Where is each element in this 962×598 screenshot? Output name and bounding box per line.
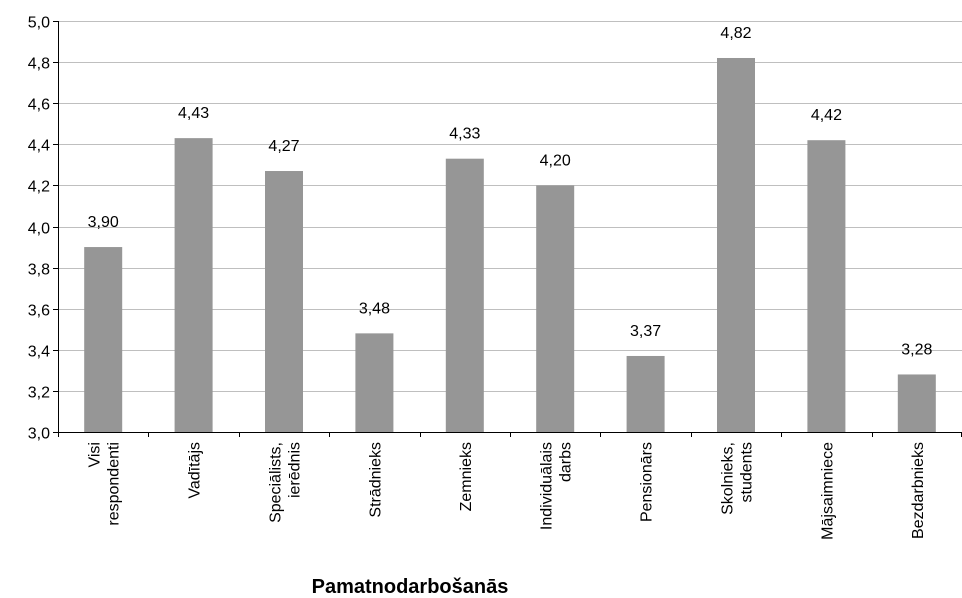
data-label: 4,42 [811, 107, 842, 124]
bar [626, 355, 665, 432]
category-label-line: Speciālists, [268, 442, 285, 523]
bar [84, 247, 123, 432]
bar [536, 185, 575, 432]
y-tick-label: 4,6 [28, 97, 50, 114]
y-tick-label: 4,8 [28, 56, 50, 73]
category-label-line: Strādnieks [367, 442, 384, 518]
y-tick-label: 3,0 [28, 426, 50, 443]
category-label: Pensionārs [639, 442, 656, 522]
category-label: Zemnieks [458, 442, 475, 511]
y-tick-label: 3,4 [28, 344, 50, 361]
y-tick-label: 3,2 [28, 385, 50, 402]
bar [174, 138, 213, 432]
category-label-line: Pensionārs [639, 442, 656, 522]
bar [717, 57, 755, 433]
category-label-line: ierēdnis [287, 442, 304, 498]
bar [265, 171, 303, 432]
bar [445, 158, 484, 432]
data-label: 3,37 [630, 323, 661, 340]
axes [58, 21, 962, 437]
data-labels: 3,90 4,43 4,27 3,48 4,33 4,20 3,37 4,82 4,42 3,28 [88, 25, 933, 358]
y-tick-label: 3,8 [28, 262, 50, 279]
category-label: Individuālais darbs [539, 442, 575, 530]
data-label: 3,28 [901, 341, 932, 358]
category-label: Vadītājs [187, 442, 204, 499]
category-label-line: respondenti [106, 442, 123, 526]
data-label: 3,90 [88, 214, 119, 231]
category-label-line: Individuālais [539, 442, 556, 530]
bar [807, 140, 846, 432]
data-label: 4,20 [540, 152, 571, 169]
y-tick-label: 4,0 [28, 221, 50, 238]
data-label: 4,33 [449, 126, 480, 143]
category-label-line: Zemnieks [458, 442, 475, 511]
category-label: Mājsaimniece [819, 442, 836, 540]
category-label-line: Mājsaimniece [819, 442, 836, 540]
bar [355, 333, 394, 432]
category-label: Bezdarbnieks [910, 442, 927, 539]
data-label: 3,48 [359, 300, 390, 317]
y-tick-label: 3,6 [28, 303, 50, 320]
bar [897, 374, 936, 432]
category-label-line: Bezdarbnieks [910, 442, 927, 539]
data-label: 4,27 [268, 138, 299, 155]
y-tick-label: 4,4 [28, 138, 50, 155]
category-label: Strādnieks [367, 442, 384, 518]
bars [84, 57, 936, 433]
category-label: Visi respondenti [87, 442, 123, 526]
category-labels: Visi respondenti Vadītājs Speciālists, ierēd… [87, 442, 927, 540]
category-label-line: Skolnieks, [720, 442, 737, 515]
category-label: Skolnieks, students [720, 442, 756, 515]
category-label: Speciālists, ierēdnis [268, 442, 304, 523]
y-tick-label: 5,0 [28, 15, 50, 32]
data-label: 4,82 [720, 25, 751, 42]
data-label: 4,43 [178, 105, 209, 122]
category-label-line: students [739, 442, 756, 502]
y-tick-labels: 3,0 3,2 3,4 3,6 3,8 4,0 4,2 4,4 4,6 4,8 5,0 [28, 15, 50, 443]
category-label-line: Visi [87, 442, 104, 468]
x-axis-title: Pamatnodarbošanās [312, 576, 509, 598]
y-tick-label: 4,2 [28, 179, 50, 196]
category-label-line: darbs [558, 442, 575, 482]
category-label-line: Vadītājs [187, 442, 204, 499]
